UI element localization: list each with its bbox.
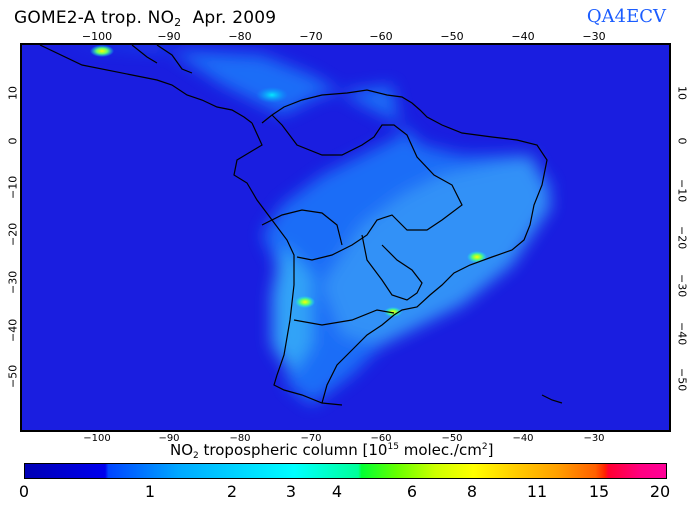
title-date: Apr. 2009	[192, 8, 277, 28]
xlabel-subscript: 2	[193, 451, 199, 461]
lat-tick-right: −30	[675, 274, 689, 298]
colorbar-tick-label: 11	[526, 482, 548, 501]
lat-tick-left: −40	[6, 318, 20, 342]
lat-tick-left: −10	[6, 175, 20, 199]
lon-tick-bottom: −40	[512, 433, 534, 444]
xlabel-middle: tropospheric column [10	[198, 441, 388, 459]
lon-tick-top: −60	[369, 30, 393, 43]
colorbar-tick-label: 2	[226, 482, 238, 501]
colorbar-tick-label: 0	[18, 482, 30, 501]
no2-map-image	[22, 45, 669, 430]
brand-label: QA4ECV	[586, 6, 666, 27]
colorbar-tick-label: 6	[406, 482, 418, 501]
title-subscript: 2	[174, 16, 182, 29]
colorbar-tick-label: 1	[144, 482, 156, 501]
xlabel-bracket: ]	[487, 441, 494, 459]
lon-tick-top: −80	[228, 30, 252, 43]
lat-tick-right: −50	[675, 368, 689, 392]
lon-tick-top: −70	[299, 30, 323, 43]
lon-tick-top: −100	[81, 30, 113, 43]
colorbar	[24, 463, 667, 479]
xlabel-exponent: 15	[387, 442, 399, 452]
lat-tick-left: −50	[6, 364, 20, 388]
lat-tick-right: 0	[675, 137, 689, 145]
lat-tick-left: −20	[6, 222, 20, 246]
xlabel-unit-exponent: 2	[481, 442, 488, 452]
colorbar-tick-label: 8	[466, 482, 478, 501]
colorbar-tick-label: 4	[331, 482, 343, 501]
colorbar-title: NO2 tropospheric column [1015 molec./cm2…	[170, 441, 493, 461]
title-text: GOME2-A trop. NO	[14, 8, 175, 28]
map-plot-area	[20, 43, 671, 432]
map-title: GOME2-A trop. NO2 Apr. 2009	[14, 8, 276, 29]
xlabel-unit: molec./cm	[398, 441, 482, 459]
lat-tick-right: −40	[675, 322, 689, 346]
lat-tick-right: −20	[675, 226, 689, 250]
lon-tick-bottom: −30	[583, 433, 605, 444]
lat-tick-left: 10	[6, 86, 20, 100]
lat-tick-right: −10	[675, 179, 689, 203]
lon-tick-top: −30	[582, 30, 606, 43]
xlabel-prefix: NO	[170, 441, 194, 459]
lat-tick-right: 10	[675, 86, 689, 100]
colorbar-tick-label: 15	[588, 482, 610, 501]
lat-tick-left: 0	[6, 137, 20, 145]
colorbar-tick-label: 20	[649, 482, 671, 501]
lat-tick-left: −30	[6, 270, 20, 294]
colorbar-tick-label: 3	[285, 482, 297, 501]
lon-tick-bottom: −100	[83, 433, 111, 444]
lon-tick-top: −90	[157, 30, 181, 43]
lon-tick-bottom: −60	[370, 433, 392, 444]
lon-tick-bottom: −50	[441, 433, 463, 444]
lon-tick-top: −40	[511, 30, 535, 43]
lon-tick-bottom: −80	[229, 433, 251, 444]
lon-tick-bottom: −90	[158, 433, 180, 444]
lon-tick-bottom: −70	[300, 433, 322, 444]
lon-tick-top: −50	[440, 30, 464, 43]
